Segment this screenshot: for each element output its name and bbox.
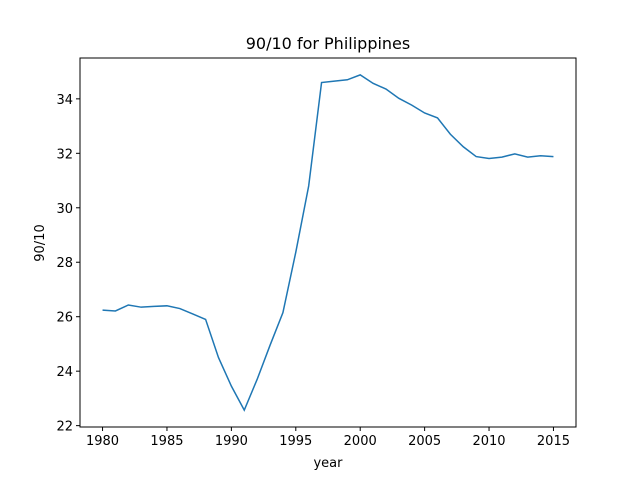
x-tick-label: 2005 <box>408 434 441 449</box>
x-tick-label: 1985 <box>150 434 183 449</box>
plot-frame <box>79 57 577 428</box>
x-tick-label: 1990 <box>215 434 248 449</box>
x-tick-label: 2000 <box>344 434 377 449</box>
y-tick-label: 32 <box>56 147 73 162</box>
x-tick-label: 1995 <box>279 434 312 449</box>
x-tick-label: 1980 <box>86 434 119 449</box>
y-tick-label: 26 <box>56 311 73 326</box>
data-line <box>102 74 554 412</box>
y-tick-label: 30 <box>56 202 73 217</box>
y-tick-label: 22 <box>56 420 73 435</box>
y-axis-label: 90/10 <box>33 224 48 261</box>
x-tick-label: 2010 <box>472 434 505 449</box>
y-tick-label: 24 <box>56 365 73 380</box>
y-tick-label: 34 <box>56 93 73 108</box>
x-tick-label: 2015 <box>537 434 570 449</box>
y-tick-label: 28 <box>56 256 73 271</box>
chart-title: 90/10 for Philippines <box>246 34 410 53</box>
x-axis-label: year <box>313 456 343 471</box>
